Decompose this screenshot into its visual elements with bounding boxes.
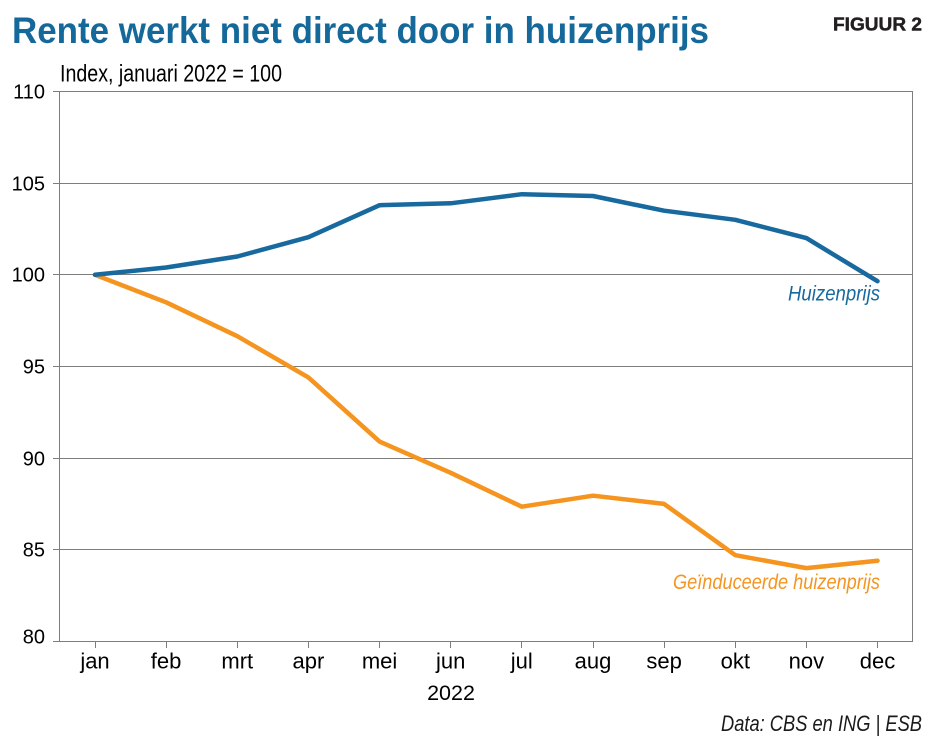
svg-text:okt: okt [721,649,750,674]
svg-text:105: 105 [12,174,45,196]
svg-text:nov: nov [789,649,824,674]
svg-text:mrt: mrt [221,649,253,674]
svg-text:Data: CBS en ING | ESB: Data: CBS en ING | ESB [721,711,922,736]
svg-text:feb: feb [151,649,182,674]
svg-text:sep: sep [646,649,681,674]
svg-text:Rente werkt niet direct door i: Rente werkt niet direct door in huizenpr… [12,10,709,51]
svg-text:100: 100 [12,265,45,287]
svg-text:Huizenprijs: Huizenprijs [788,283,880,306]
svg-text:110: 110 [13,82,45,104]
svg-text:dec: dec [860,649,895,674]
svg-text:jul: jul [510,649,533,674]
svg-text:aug: aug [575,649,612,674]
svg-text:FIGUUR 2: FIGUUR 2 [833,15,922,35]
svg-text:95: 95 [23,357,45,379]
svg-text:80: 80 [23,627,45,649]
svg-text:jan: jan [79,649,109,674]
svg-text:90: 90 [23,449,45,471]
svg-text:85: 85 [23,540,45,562]
svg-text:jun: jun [435,649,465,674]
svg-text:Index, januari 2022 = 100: Index, januari 2022 = 100 [60,61,282,88]
svg-text:apr: apr [293,649,325,674]
svg-text:2022: 2022 [427,681,475,705]
svg-text:mei: mei [362,649,397,674]
svg-text:Geïnduceerde huizenprijs: Geïnduceerde huizenprijs [673,571,880,594]
